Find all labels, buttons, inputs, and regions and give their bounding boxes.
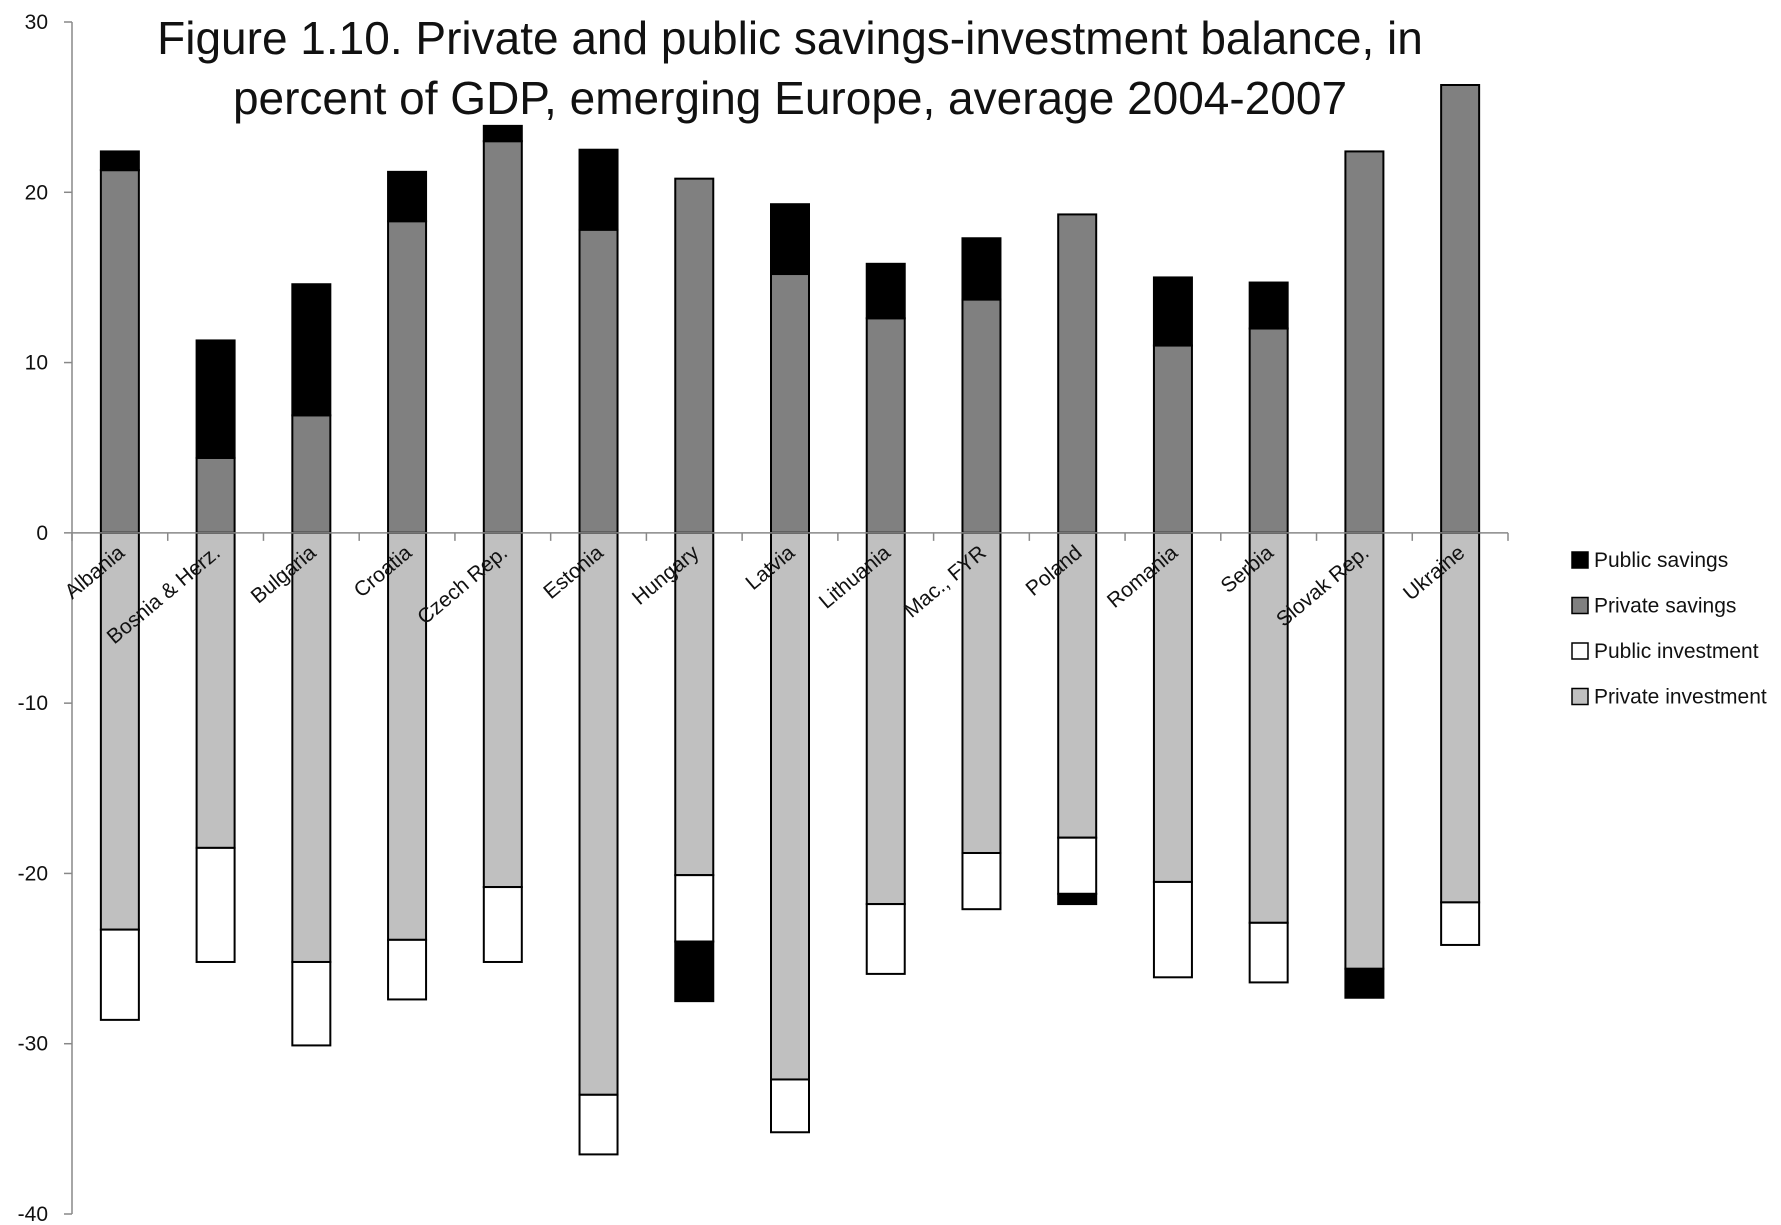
y-tick-label: -30	[18, 1033, 48, 1056]
legend-label: Public savings	[1594, 549, 1728, 572]
bar-public-investment	[674, 874, 715, 943]
y-tick-label: -10	[18, 692, 48, 715]
bar-public-savings	[770, 203, 810, 276]
bar-private-savings	[961, 298, 1002, 534]
bar-private-savings	[1057, 213, 1098, 534]
bar-private-investment	[99, 531, 140, 931]
legend-label: Public investment	[1594, 640, 1759, 663]
bar-public-savings	[961, 237, 1002, 301]
bar-public-savings	[482, 124, 523, 143]
bar-private-investment	[1344, 531, 1385, 970]
bar-private-savings	[865, 317, 906, 534]
bar-private-savings	[1248, 327, 1289, 534]
bar-private-savings	[291, 414, 332, 534]
bar-private-investment	[1152, 531, 1193, 883]
bar-public-savings	[578, 148, 619, 231]
y-tick-label: -40	[18, 1203, 48, 1225]
bar-private-investment	[482, 531, 523, 889]
bar-private-savings	[1152, 344, 1193, 534]
bar-private-investment	[195, 531, 236, 849]
bar-public-investment	[1440, 901, 1481, 946]
bar-public-savings	[1152, 276, 1193, 347]
bar-public-savings	[1248, 281, 1289, 330]
bar-public-savings	[1344, 967, 1385, 999]
bar-private-investment	[578, 531, 619, 1096]
y-tick-label: 0	[36, 522, 48, 545]
bar-public-savings	[1057, 892, 1098, 906]
y-tick-label: 20	[25, 181, 48, 204]
bar-public-investment	[195, 846, 236, 963]
bar-public-investment	[387, 938, 428, 1001]
y-tick-label: -20	[18, 862, 48, 885]
axes-layer: 30 20 10 0 -10 -20 -30 -40	[18, 11, 1509, 1225]
bar-public-savings	[865, 262, 906, 320]
bar-public-savings	[674, 940, 715, 1003]
legend-swatch	[1571, 642, 1589, 660]
bar-public-investment	[770, 1078, 810, 1134]
bar-private-investment	[387, 531, 428, 941]
bar-public-investment	[1057, 836, 1098, 895]
legend: Public savings Private savings Public inve…	[1571, 549, 1767, 709]
bar-private-investment	[1440, 531, 1481, 904]
bar-public-savings	[99, 150, 140, 172]
bar-private-investment	[1057, 531, 1098, 839]
bar-private-savings	[1440, 84, 1481, 534]
bar-private-investment	[961, 531, 1002, 854]
chart-title: Figure 1.10. Private and public savings-…	[157, 12, 1423, 124]
bar-private-investment	[770, 531, 810, 1081]
bar-public-savings	[291, 283, 332, 417]
bar-private-savings	[674, 177, 715, 534]
bar-public-savings	[387, 170, 428, 223]
bar-public-investment	[1248, 921, 1289, 984]
bar-public-investment	[961, 851, 1002, 911]
y-tick-label: 10	[25, 352, 48, 375]
bar-private-savings	[578, 228, 619, 534]
legend-swatch	[1571, 596, 1589, 615]
bars-layer	[99, 84, 1481, 1156]
legend-label: Private investment	[1594, 686, 1767, 709]
bar-private-savings	[1344, 150, 1385, 534]
legend-label: Private savings	[1594, 595, 1736, 618]
bar-public-investment	[291, 960, 332, 1047]
bar-private-savings	[482, 140, 523, 534]
bar-public-investment	[482, 886, 523, 963]
bar-public-savings	[195, 339, 236, 459]
bar-private-investment	[291, 531, 332, 963]
bar-public-investment	[1152, 880, 1193, 979]
bar-private-investment	[865, 531, 906, 906]
legend-swatch	[1571, 687, 1589, 706]
bar-private-savings	[770, 273, 810, 534]
legend-swatch	[1571, 551, 1589, 569]
bar-private-investment	[674, 531, 715, 877]
bar-public-investment	[99, 928, 140, 1021]
bar-private-savings	[99, 169, 140, 534]
y-tick-label: 30	[25, 11, 48, 34]
bar-private-savings	[387, 220, 428, 534]
bar-public-investment	[865, 903, 906, 975]
bar-private-savings	[195, 456, 236, 534]
bar-public-investment	[578, 1093, 619, 1156]
bar-private-investment	[1248, 531, 1289, 924]
